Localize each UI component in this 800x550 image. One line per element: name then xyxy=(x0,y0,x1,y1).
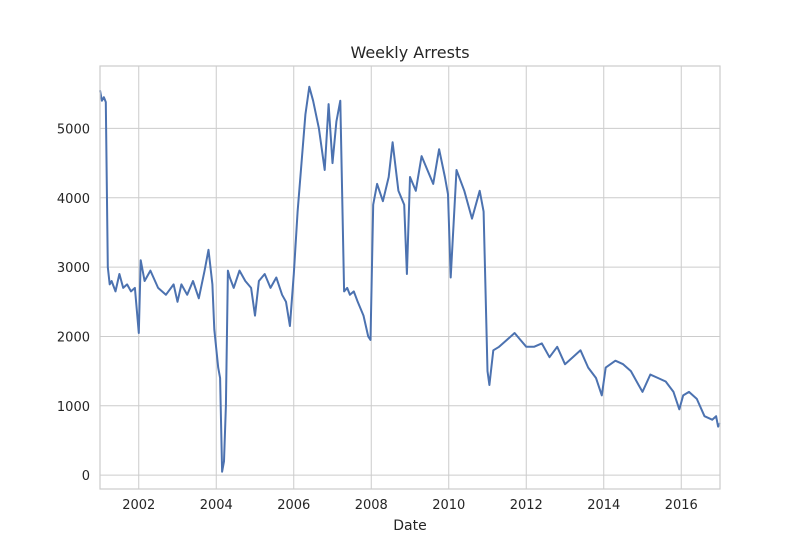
y-tick-label: 4000 xyxy=(57,192,90,207)
x-tick-label: 2014 xyxy=(587,498,620,513)
plot-frame xyxy=(99,65,721,490)
y-tick-label: 5000 xyxy=(57,122,90,137)
x-axis-label: Date xyxy=(393,518,426,534)
tick-labels: 2002 2004 2006 2008 2010 2012 2014 2016 0 1000 200… xyxy=(57,122,698,513)
x-tick-label: 2002 xyxy=(122,498,155,513)
series-line xyxy=(99,85,721,473)
y-tick-label: 1000 xyxy=(57,400,90,415)
x-tick-label: 2010 xyxy=(432,498,465,513)
y-tick-label: 2000 xyxy=(57,330,90,345)
x-tick-label: 2008 xyxy=(355,498,388,513)
series-layer xyxy=(99,85,721,473)
x-tick-label: 2012 xyxy=(510,498,543,513)
x-tick-label: 2004 xyxy=(200,498,233,513)
chart-title: Weekly Arrests xyxy=(350,43,469,62)
x-tick-label: 2006 xyxy=(277,498,310,513)
y-tick-label: 0 xyxy=(82,469,90,484)
grid xyxy=(100,66,720,489)
y-tick-label: 3000 xyxy=(57,261,90,276)
x-tick-label: 2016 xyxy=(665,498,698,513)
